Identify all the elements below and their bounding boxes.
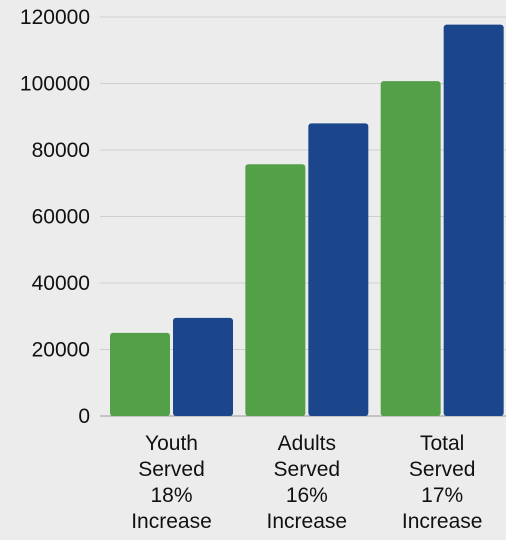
x-category-label-line: 16% xyxy=(286,484,328,507)
y-tick-label: 80000 xyxy=(32,139,90,162)
x-category-label-line: Increase xyxy=(402,510,483,533)
x-category-label-line: Adults xyxy=(278,432,336,455)
bar-series1-cat2 xyxy=(245,164,306,416)
bar-series2-cat1 xyxy=(173,317,233,416)
x-category-label-line: Served xyxy=(409,458,476,481)
y-tick-label: 120000 xyxy=(20,6,90,29)
x-category-label-line: Youth xyxy=(145,432,198,455)
y-tick-label: 20000 xyxy=(32,339,90,362)
x-category-label: Total Served 17% Increase xyxy=(402,432,483,533)
x-axis-categories: Youth Served 18% Increase Adults Served 16% Inc… xyxy=(131,432,482,533)
x-category-label-line: Increase xyxy=(267,510,348,533)
bar-series1-cat3 xyxy=(380,81,441,417)
y-tick-label: 60000 xyxy=(32,206,90,229)
y-tick-label: 100000 xyxy=(20,73,90,96)
bar-series2-cat3 xyxy=(443,24,504,417)
bar-series1-cat1 xyxy=(110,332,170,416)
y-tick-label: 0 xyxy=(78,405,90,428)
bar-series2-cat2 xyxy=(308,123,369,417)
y-axis-ticks: 0 20000 40000 60000 80000 100000 120000 xyxy=(20,6,90,428)
x-category-label-line: Total xyxy=(420,432,464,455)
y-tick-label: 40000 xyxy=(32,272,90,295)
x-category-label: Adults Served 16% Increase xyxy=(267,432,348,533)
x-category-label-line: 17% xyxy=(421,484,463,507)
x-category-label-line: Increase xyxy=(131,510,212,533)
x-category-label-line: 18% xyxy=(150,484,192,507)
bar-layer xyxy=(110,24,504,417)
x-category-label: Youth Served 18% Increase xyxy=(131,432,212,533)
x-category-label-line: Served xyxy=(138,458,205,481)
x-category-label-line: Served xyxy=(274,458,341,481)
